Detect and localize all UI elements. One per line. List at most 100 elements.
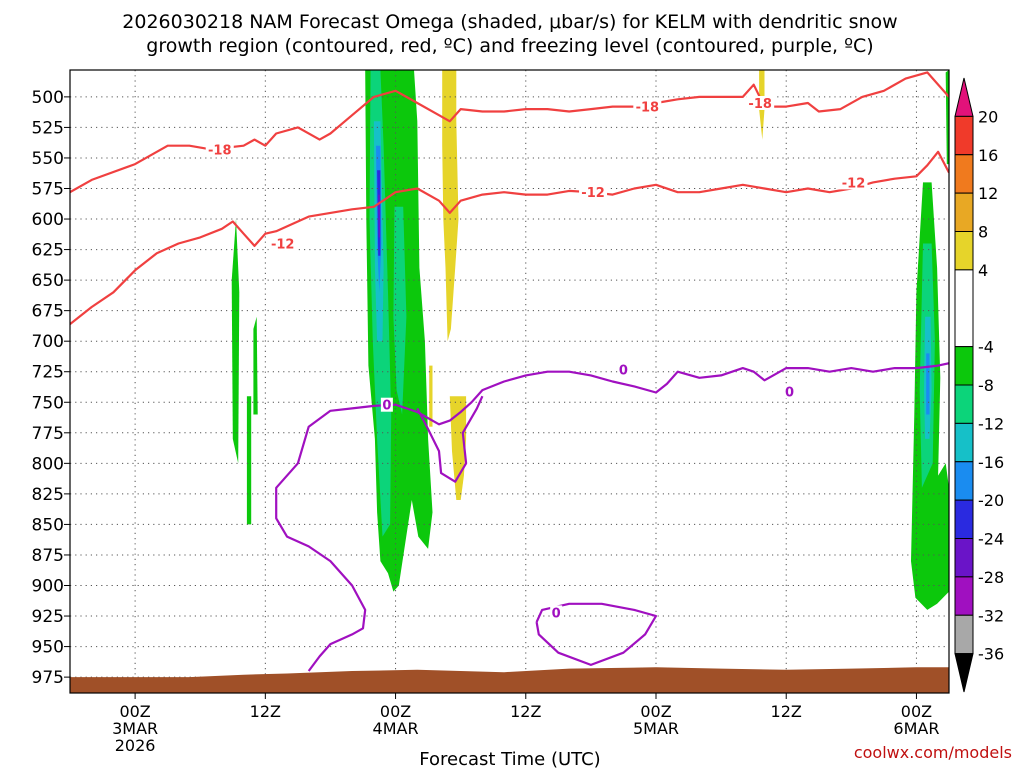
colorbar-label: -20 bbox=[978, 491, 1004, 510]
contour-label: -12 bbox=[581, 186, 605, 201]
colorbar-bin bbox=[954, 653, 974, 693]
y-tick-label: 650 bbox=[32, 271, 64, 291]
plot-frame bbox=[69, 69, 950, 694]
contour-line bbox=[275, 362, 949, 672]
omega-region bbox=[231, 219, 240, 464]
colorbar-bin bbox=[954, 384, 974, 424]
contour-label-bg bbox=[839, 175, 868, 190]
colorbar-bin bbox=[954, 346, 974, 386]
omega-region bbox=[246, 396, 252, 525]
contour-label-bg bbox=[268, 236, 297, 251]
contour-label-bg bbox=[617, 362, 630, 377]
omega-region bbox=[253, 316, 258, 415]
contour-label: 0 bbox=[382, 399, 391, 414]
chart-title-line1: 2026030218 NAM Forecast Omega (shaded, μ… bbox=[122, 11, 897, 33]
contour-label: -12 bbox=[271, 237, 295, 252]
contour-line bbox=[535, 602, 658, 667]
x-tick-label: 00Z bbox=[119, 702, 150, 721]
y-tick-label: 875 bbox=[32, 546, 64, 566]
contour-label-bg bbox=[633, 99, 662, 114]
contour-label-bg bbox=[746, 95, 775, 110]
colorbar-label: 4 bbox=[978, 261, 988, 280]
x-tick-label: 3MAR bbox=[112, 719, 158, 738]
x-axis-title: Forecast Time (UTC) bbox=[419, 749, 600, 768]
contour-line bbox=[70, 71, 949, 194]
colorbar-bin bbox=[954, 499, 974, 539]
colorbar-label: -32 bbox=[978, 606, 1004, 625]
contour-label-bg bbox=[380, 397, 393, 412]
contour-label: 0 bbox=[619, 363, 628, 378]
colorbar-label: -16 bbox=[978, 453, 1004, 472]
y-tick-label: 600 bbox=[32, 210, 64, 230]
y-tick-label: 675 bbox=[32, 302, 64, 322]
colorbar-label: -24 bbox=[978, 530, 1004, 549]
y-tick-label: 550 bbox=[32, 149, 64, 169]
contour-label-bg bbox=[579, 185, 608, 200]
contour-label: -12 bbox=[842, 176, 866, 191]
contour-label: 0 bbox=[785, 385, 794, 400]
y-tick-label: 950 bbox=[32, 638, 64, 658]
colorbar-bin bbox=[954, 422, 974, 463]
colorbar-bin bbox=[954, 461, 974, 501]
omega-shading bbox=[231, 70, 949, 610]
y-tick-label: 825 bbox=[32, 485, 64, 505]
colorbar-bin bbox=[954, 269, 974, 348]
omega-region bbox=[429, 365, 433, 427]
y-tick-label: 725 bbox=[32, 363, 64, 383]
omega-region bbox=[393, 206, 407, 415]
colorbar-label: 8 bbox=[978, 223, 988, 242]
omega-region bbox=[449, 396, 467, 500]
chart-title-line2: growth region (contoured, red, ºC) and f… bbox=[146, 35, 873, 57]
colorbar-label: -8 bbox=[978, 376, 994, 395]
y-axis: 500 525 550 575 600 625 650 675 700 725 750 775 800 8… bbox=[32, 88, 70, 688]
y-tick-label: 500 bbox=[32, 88, 64, 108]
colorbar-label: 12 bbox=[978, 184, 998, 203]
colorbar-bin bbox=[954, 614, 974, 655]
colorbar-bin bbox=[954, 77, 974, 117]
x-tick-label: 2026 bbox=[115, 736, 156, 755]
colorbar-label: -36 bbox=[978, 645, 1004, 664]
contour-label: -18 bbox=[208, 143, 232, 158]
colorbar-bin bbox=[954, 231, 974, 271]
omega-region bbox=[926, 353, 930, 415]
y-tick-label: 900 bbox=[32, 577, 64, 597]
y-tick-label: 700 bbox=[32, 332, 64, 352]
colorbar-label: -4 bbox=[978, 338, 994, 357]
credit-text: coolwx.com/models bbox=[854, 743, 1012, 762]
contour-line bbox=[70, 150, 949, 325]
contour-lines bbox=[70, 71, 949, 672]
colorbar-label: -12 bbox=[978, 414, 1004, 433]
x-tick-label: 00Z bbox=[901, 702, 932, 721]
contour-label: -18 bbox=[636, 101, 660, 116]
x-tick-label: 4MAR bbox=[373, 719, 419, 738]
x-tick-label: 12Z bbox=[510, 702, 541, 721]
grid-lines bbox=[70, 70, 949, 693]
terrain-surface bbox=[70, 667, 949, 693]
x-tick-label: 12Z bbox=[250, 702, 281, 721]
contour-label-bg bbox=[783, 384, 796, 399]
omega-region bbox=[378, 194, 380, 238]
colorbar-bin bbox=[954, 115, 974, 156]
contour-labels: -18 -18 -18 -12 -12 -12 0 0 0 0 bbox=[205, 95, 868, 621]
x-tick-label: 12Z bbox=[771, 702, 802, 721]
plot-area: -18 -18 -18 -12 -12 -12 0 0 0 0 bbox=[69, 69, 950, 694]
colorbar-bin bbox=[954, 538, 974, 578]
y-tick-label: 775 bbox=[32, 424, 64, 444]
y-tick-label: 575 bbox=[32, 179, 64, 199]
contour-line bbox=[416, 395, 484, 483]
contour-label: -18 bbox=[748, 97, 772, 112]
y-tick-label: 750 bbox=[32, 393, 64, 413]
y-tick-label: 800 bbox=[32, 454, 64, 474]
colorbar-bin bbox=[954, 576, 974, 616]
contour-label-bg bbox=[205, 142, 234, 157]
colorbar-label: 16 bbox=[978, 146, 998, 165]
y-tick-label: 625 bbox=[32, 241, 64, 261]
colorbar-bin bbox=[954, 154, 974, 194]
terrain-fill bbox=[70, 667, 949, 693]
colorbar: 20 16 12 8 4 -4 -8 -12 -16 -20 -24 -28 -32 -36 bbox=[954, 77, 1004, 693]
y-tick-label: 975 bbox=[32, 668, 64, 688]
x-tick-label: 00Z bbox=[640, 702, 671, 721]
x-tick-label: 00Z bbox=[380, 702, 411, 721]
x-tick-label: 5MAR bbox=[633, 719, 679, 738]
